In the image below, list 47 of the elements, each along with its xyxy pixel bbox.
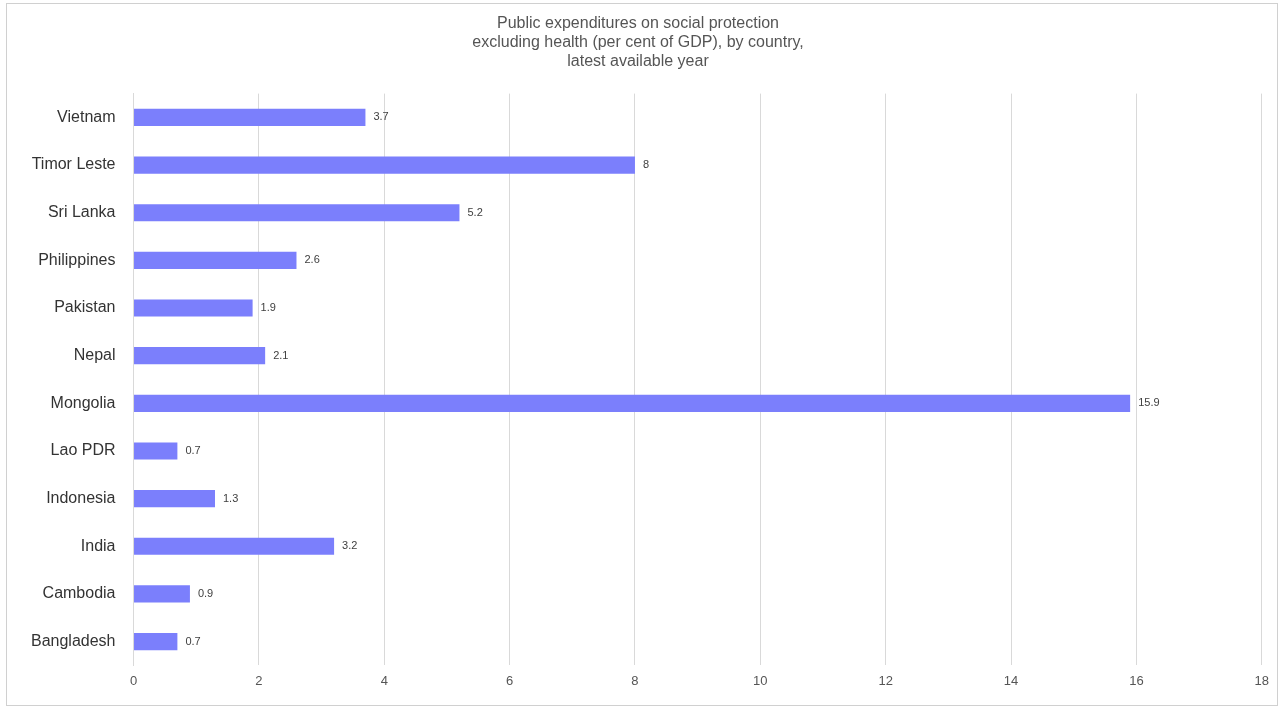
bar	[134, 204, 460, 222]
bar	[134, 299, 253, 317]
x-tick-label: 6	[505, 672, 514, 688]
data-label: 2.6	[304, 253, 320, 266]
bar	[134, 490, 215, 508]
bar	[134, 108, 366, 126]
y-tick-label: India	[80, 536, 116, 554]
data-label: 1.3	[223, 491, 239, 504]
x-tick-label: 10	[753, 672, 768, 688]
y-tick-label: Mongolia	[50, 393, 116, 411]
data-label: 5.2	[467, 205, 483, 218]
x-tick-label: 2	[255, 672, 263, 688]
bar	[134, 442, 178, 460]
x-tick-label: 14	[1003, 672, 1019, 688]
x-tick-label: 4	[380, 672, 388, 688]
data-label: 8	[642, 158, 650, 171]
bar	[134, 537, 335, 555]
data-label: 0.7	[185, 444, 201, 457]
x-tick-label: 8	[631, 672, 639, 688]
data-label: 0.7	[185, 634, 201, 647]
y-tick-label: Sri Lanka	[47, 203, 116, 221]
y-tick-label: Pakistan	[54, 298, 116, 316]
y-tick-label: Vietnam	[57, 107, 116, 125]
x-tick-label: 0	[129, 672, 138, 688]
y-tick-label: Timor Leste	[31, 155, 116, 173]
bar	[134, 394, 1131, 412]
data-label: 0.9	[197, 586, 214, 599]
bar	[134, 585, 190, 603]
y-tick-label: Nepal	[73, 346, 116, 364]
y-tick-label: Indonesia	[46, 489, 116, 507]
bar	[134, 633, 178, 651]
data-label: 3.2	[342, 539, 358, 552]
data-label: 1.9	[260, 301, 276, 314]
data-label: 3.7	[373, 110, 389, 123]
x-tick-label: 16	[1129, 672, 1144, 688]
y-tick-label: Lao PDR	[50, 441, 116, 459]
y-tick-label: Philippines	[38, 250, 116, 268]
bar	[134, 347, 266, 365]
y-tick-label: Cambodia	[42, 584, 116, 602]
data-label: 15.9	[1138, 396, 1160, 409]
bar	[134, 156, 635, 174]
y-tick-label: Bangladesh	[31, 631, 116, 649]
x-tick-label: 12	[878, 672, 893, 688]
data-label: 2.1	[273, 348, 289, 361]
x-tick-label: 18	[1254, 672, 1269, 688]
chart-title: Public expenditures on social protection excluding health (per cent of GDP), by country, latest available year	[472, 14, 804, 70]
bar	[134, 251, 297, 269]
